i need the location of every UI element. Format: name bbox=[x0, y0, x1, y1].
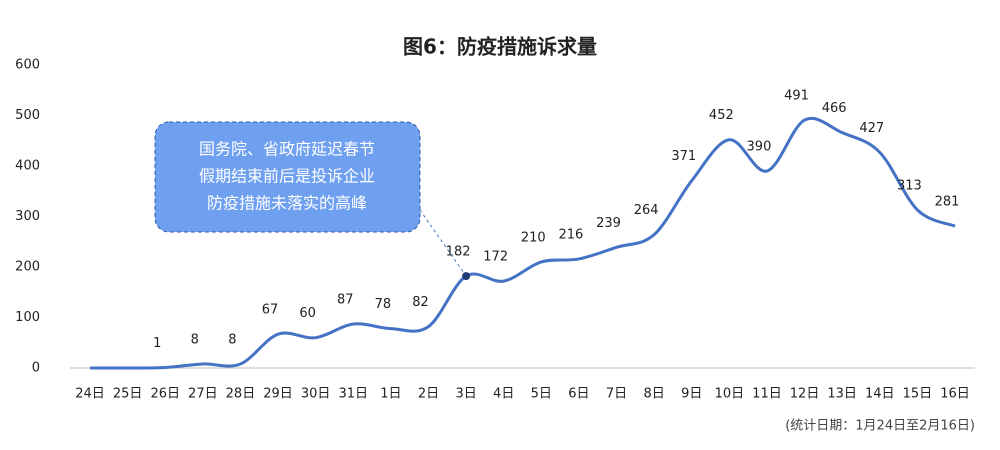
data-label: 452 bbox=[709, 108, 734, 123]
x-tick-label: 1日 bbox=[380, 387, 401, 402]
x-tick-label: 27日 bbox=[188, 387, 218, 402]
x-tick-label: 26日 bbox=[150, 387, 180, 402]
data-label: 466 bbox=[822, 101, 847, 116]
data-label: 491 bbox=[784, 89, 809, 104]
y-tick-label: 600 bbox=[15, 58, 40, 73]
x-tick-label: 14日 bbox=[865, 387, 895, 402]
data-label: 210 bbox=[521, 230, 546, 245]
data-label: 390 bbox=[747, 140, 772, 155]
x-tick-label: 24日 bbox=[75, 387, 105, 402]
data-label: 313 bbox=[897, 178, 922, 193]
data-label: 8 bbox=[191, 332, 199, 347]
y-tick-label: 400 bbox=[15, 159, 40, 174]
line bbox=[89, 117, 956, 370]
x-tick-label: 8日 bbox=[643, 387, 664, 402]
x-tick-label: 3日 bbox=[455, 387, 476, 402]
footnote: (统计日期：1月24日至2月16日) bbox=[785, 419, 975, 434]
data-label: 239 bbox=[596, 216, 621, 231]
data-label: 172 bbox=[483, 250, 508, 265]
x-tick-label: 25日 bbox=[113, 387, 143, 402]
x-tick-label: 7日 bbox=[606, 387, 627, 402]
x-tick-label: 5日 bbox=[531, 387, 552, 402]
data-label: 371 bbox=[671, 149, 696, 164]
data-label: 82 bbox=[412, 295, 429, 310]
x-tick-label: 13日 bbox=[827, 387, 857, 402]
chart-title: 图6：防疫措施诉求量 bbox=[403, 35, 597, 59]
x-tick-label: 31日 bbox=[338, 387, 368, 402]
data-label: 60 bbox=[299, 306, 316, 321]
x-tick-label: 9日 bbox=[681, 387, 702, 402]
y-tick-label: 0 bbox=[32, 361, 40, 376]
x-tick-label: 15日 bbox=[903, 387, 933, 402]
y-tick-label: 300 bbox=[15, 209, 40, 224]
x-tick-label: 4日 bbox=[493, 387, 514, 402]
data-label: 87 bbox=[337, 293, 354, 308]
x-tick-label: 11日 bbox=[752, 387, 782, 402]
data-label: 182 bbox=[446, 245, 471, 260]
data-label: 216 bbox=[558, 227, 583, 242]
x-tick-label: 10日 bbox=[715, 387, 745, 402]
x-tick-label: 30日 bbox=[301, 387, 331, 402]
x-tick-label: 28日 bbox=[226, 387, 256, 402]
annotation-text: 防疫措施未落实的高峰 bbox=[207, 194, 367, 213]
annotation-leader bbox=[419, 209, 467, 277]
data-label: 281 bbox=[935, 195, 960, 210]
data-label: 67 bbox=[262, 303, 279, 318]
data-label: 264 bbox=[634, 203, 659, 218]
x-tick-label: 2日 bbox=[418, 387, 439, 402]
x-tick-label: 12日 bbox=[790, 387, 820, 402]
annotation-text: 假期结束前后是投诉企业 bbox=[199, 167, 375, 186]
annotation-dot bbox=[462, 272, 471, 281]
data-label: 78 bbox=[375, 297, 392, 312]
annotation-box bbox=[154, 121, 421, 233]
y-tick-label: 200 bbox=[15, 260, 40, 275]
y-tick-label: 500 bbox=[15, 108, 40, 123]
data-label: 1 bbox=[153, 336, 161, 351]
x-tick-label: 29日 bbox=[263, 387, 293, 402]
data-label: 8 bbox=[228, 332, 236, 347]
data-label: 427 bbox=[859, 121, 884, 136]
y-tick-label: 100 bbox=[15, 310, 40, 325]
x-tick-label: 6日 bbox=[568, 387, 589, 402]
x-tick-label: 16日 bbox=[940, 387, 970, 402]
annotation-text: 国务院、省政府延迟春节 bbox=[199, 140, 375, 159]
